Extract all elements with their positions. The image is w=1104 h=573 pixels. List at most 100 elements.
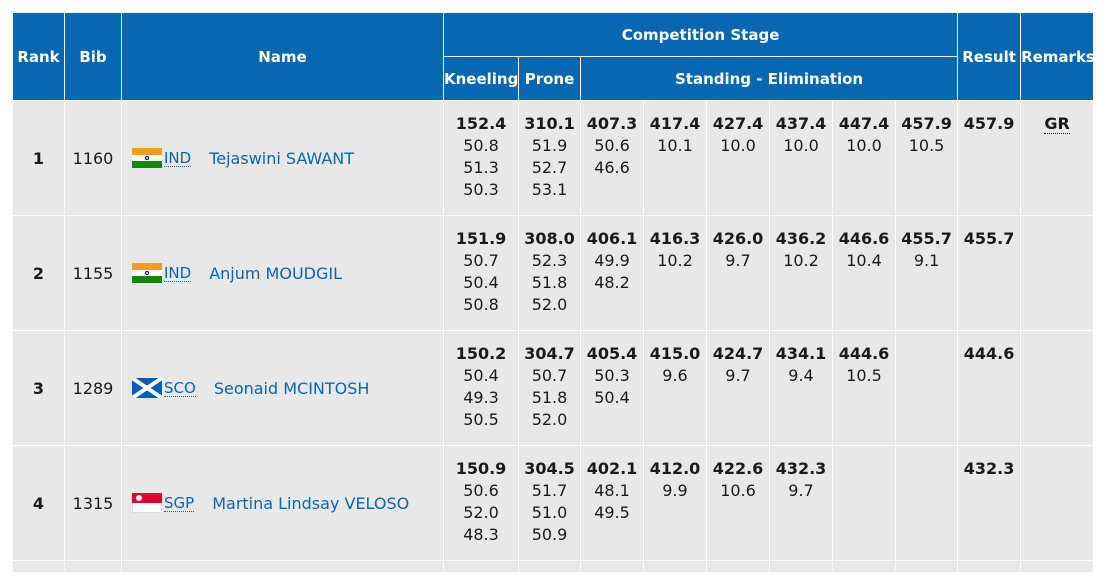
standing-shot: 9.4	[788, 366, 814, 385]
prone-series: 51.9	[531, 136, 568, 155]
standing-cell: 424.7 9.7	[706, 330, 770, 446]
name-cell: IND Tejaswini SAWANT	[121, 100, 444, 216]
standing-cell: 434.1 9.4	[769, 330, 833, 446]
athlete-name-link[interactable]: Seonaid MCINTOSH	[213, 378, 370, 398]
standing-shot: 10.0	[846, 136, 882, 155]
standing-total: 422.6	[712, 459, 764, 478]
standing-cell: 422.6 10.6	[706, 445, 770, 561]
empty-cell	[64, 560, 122, 573]
kneeling-total: 152.4	[455, 114, 507, 133]
standing-shot: 10.6	[720, 481, 756, 500]
results-table: Rank Bib Name Competition Stage Result R…	[12, 12, 1095, 573]
noc-code-link[interactable]: SGP	[164, 493, 195, 512]
table-body: 1 1160 IND Tejaswini SAWANT 152.4 50.8 51.3 50.…	[12, 100, 1095, 573]
noc-code-link[interactable]: IND	[164, 263, 192, 282]
standing-cell: 427.4 10.0	[706, 100, 770, 216]
kneeling-series: 50.4	[463, 273, 499, 292]
standing-shot: 10.0	[720, 136, 756, 155]
standing-shot: 10.5	[908, 136, 945, 155]
kneeling-series: 50.7	[463, 251, 499, 270]
table-row-partial	[12, 560, 1095, 573]
table-row: 3 1289 SCO Seonaid MCINTOSH 150.2 50.4 49.3 50.…	[12, 330, 1095, 446]
bib-header: Bib	[64, 12, 122, 101]
standing-cell: 405.4 50.3 50.4	[580, 330, 644, 446]
athlete-name-link[interactable]: Tejaswini SAWANT	[209, 148, 355, 168]
rank-value: 3	[32, 378, 45, 398]
standing-header: Standing - Elimination	[579, 56, 959, 101]
standing-cell: 416.3 10.2	[643, 215, 707, 331]
rank-cell: 1	[12, 100, 65, 216]
prone-total: 310.1	[524, 114, 575, 133]
prone-series: 51.7	[531, 481, 568, 500]
standing-total: 434.1	[775, 344, 827, 363]
prone-cell: 304.5 51.7 51.0 50.9	[518, 445, 581, 561]
standing-total: 446.6	[838, 229, 890, 248]
empty-cell	[706, 560, 770, 573]
competition-stage-header: Competition Stage	[442, 12, 959, 57]
empty-cell	[580, 560, 644, 573]
athlete-name-link[interactable]: Martina Lindsay VELOSO	[212, 493, 410, 513]
table-row: 2 1155 IND Anjum MOUDGIL 151.9 50.7 50.4 50.8 30…	[12, 215, 1095, 331]
standing-shot: 9.7	[788, 481, 814, 500]
results-table-container: Rank Bib Name Competition Stage Result R…	[12, 12, 1095, 573]
prone-series: 51.8	[531, 388, 568, 407]
standing-total: 415.0	[649, 344, 701, 363]
bib-cell: 1160	[64, 100, 122, 216]
rank-cell: 4	[12, 445, 65, 561]
bib-value: 1160	[72, 148, 114, 168]
standing-total: 427.4	[712, 114, 764, 133]
noc-code-link[interactable]: IND	[164, 148, 192, 167]
standing-shot: 48.2	[594, 273, 630, 292]
result-value: 457.9	[963, 114, 1015, 133]
remarks-cell	[1020, 330, 1095, 446]
standing-shot: 49.5	[594, 503, 630, 522]
empty-cell	[643, 560, 707, 573]
prone-series: 51.8	[531, 273, 568, 292]
prone-series: 50.7	[531, 366, 568, 385]
scotland-flag-icon	[132, 378, 162, 398]
kneeling-total: 150.9	[455, 459, 507, 478]
standing-shot: 9.6	[662, 366, 688, 385]
kneeling-series: 50.5	[463, 410, 499, 429]
standing-cell: 457.9 10.5	[894, 100, 959, 216]
kneeling-series: 50.4	[463, 366, 499, 385]
standing-total: 417.4	[649, 114, 701, 133]
athlete-name-link[interactable]: Anjum MOUDGIL	[209, 263, 343, 283]
standing-cell: 407.3 50.6 46.6	[580, 100, 644, 216]
standing-cell: 437.4 10.0	[769, 100, 833, 216]
result-value: 455.7	[963, 229, 1015, 248]
standing-cell: 447.4 10.0	[832, 100, 896, 216]
kneeling-cell: 150.9 50.6 52.0 48.3	[443, 445, 519, 561]
remarks-cell	[1020, 445, 1095, 561]
standing-cell: 432.3 9.7	[769, 445, 833, 561]
standing-shot: 10.5	[846, 366, 882, 385]
bib-cell: 1289	[64, 330, 122, 446]
prone-series: 52.3	[531, 251, 568, 270]
kneeling-series: 50.3	[463, 180, 499, 199]
standing-shot: 9.1	[913, 251, 940, 270]
standing-cell: 402.1 48.1 49.5	[580, 445, 644, 561]
prone-cell: 310.1 51.9 52.7 53.1	[518, 100, 581, 216]
prone-series: 52.0	[531, 410, 568, 429]
bib-cell: 1155	[64, 215, 122, 331]
prone-total: 304.5	[524, 459, 575, 478]
standing-shot: 9.7	[725, 366, 751, 385]
empty-cell	[12, 560, 65, 573]
name-cell: SCO Seonaid MCINTOSH	[121, 330, 444, 446]
remark-badge[interactable]: GR	[1044, 114, 1070, 134]
rank-cell: 2	[12, 215, 65, 331]
result-cell: 432.3	[957, 445, 1022, 561]
kneeling-series: 50.8	[463, 295, 499, 314]
kneeling-series: 51.3	[463, 158, 499, 177]
bib-value: 1289	[72, 378, 114, 398]
singapore-flag-icon	[132, 493, 162, 513]
bib-value: 1315	[72, 493, 114, 513]
standing-cell: 426.0 9.7	[706, 215, 770, 331]
standing-total: 437.4	[775, 114, 827, 133]
kneeling-total: 150.2	[455, 344, 507, 363]
prone-total: 308.0	[524, 229, 575, 248]
standing-total: 436.2	[775, 229, 827, 248]
empty-cell	[1020, 560, 1095, 573]
rank-value: 2	[32, 263, 45, 283]
noc-code-link[interactable]: SCO	[164, 378, 196, 397]
